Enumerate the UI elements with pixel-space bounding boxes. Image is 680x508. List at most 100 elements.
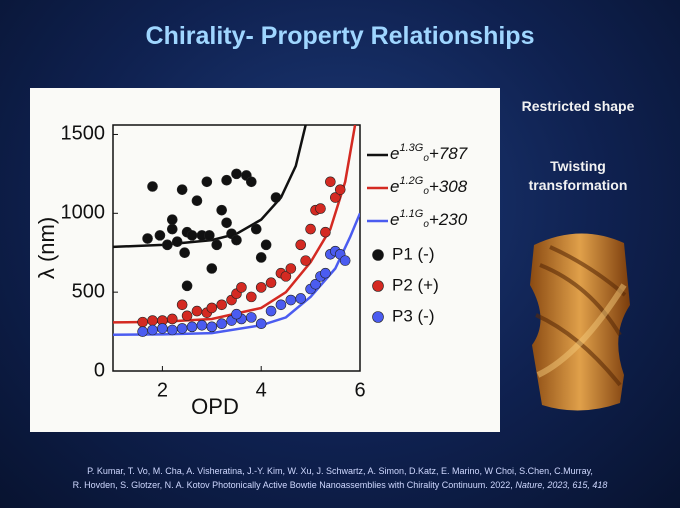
point <box>171 236 183 247</box>
point <box>285 294 297 306</box>
x-tick-label: 2 <box>157 379 168 401</box>
citation: R. Hovden, S. Glotzer, N. A. Kotov Photo… <box>0 480 680 490</box>
point <box>206 302 218 314</box>
plot-area <box>113 125 360 337</box>
point <box>221 217 232 229</box>
point <box>211 239 223 251</box>
point <box>166 313 178 325</box>
pastry-image <box>530 233 630 411</box>
legend-label-part: o <box>423 186 429 197</box>
point <box>300 255 311 266</box>
point <box>246 176 257 188</box>
point <box>147 181 158 192</box>
legend-label: e1.2Go+308 <box>390 175 468 197</box>
point <box>176 323 188 334</box>
point <box>320 267 331 279</box>
legend-label-part: +230 <box>429 210 468 229</box>
point <box>295 239 307 251</box>
x-tick-label: 6 <box>354 379 365 401</box>
point <box>191 195 203 206</box>
legend-label-part: +787 <box>429 144 468 163</box>
point <box>157 323 168 334</box>
point <box>325 176 336 188</box>
y-tick-label: 1000 <box>61 202 106 224</box>
point <box>265 305 277 317</box>
y-tick-label: 1500 <box>61 123 106 145</box>
point <box>295 293 307 304</box>
point <box>204 230 215 241</box>
point <box>231 308 242 320</box>
point <box>246 291 257 303</box>
y-tick-label: 500 <box>72 280 105 302</box>
point <box>181 310 193 322</box>
point <box>315 203 326 214</box>
point <box>137 316 148 328</box>
point <box>280 271 292 282</box>
legend-label-part: o <box>423 219 429 230</box>
point <box>137 326 148 337</box>
citation: Nature, 2023, 615, 418 <box>515 480 608 490</box>
point <box>154 230 166 241</box>
point <box>147 324 158 336</box>
point <box>216 204 227 216</box>
point <box>162 239 173 251</box>
point <box>329 192 341 203</box>
point <box>176 184 188 195</box>
point <box>310 278 321 290</box>
point <box>250 223 262 235</box>
legend-label: P2 (+) <box>392 275 439 294</box>
point <box>255 252 267 263</box>
y-tick-label: 0 <box>94 359 105 381</box>
point <box>246 312 257 323</box>
plot-frame <box>112 124 361 372</box>
citation: P. Kumar, T. Vo, M. Cha, A. Visheratina,… <box>87 466 593 476</box>
point <box>275 299 287 311</box>
point <box>201 176 213 188</box>
point <box>186 230 198 241</box>
point <box>216 299 227 311</box>
point <box>255 282 267 293</box>
point <box>206 321 218 333</box>
point <box>196 319 208 331</box>
side-note: Twisting transformation <box>528 158 628 193</box>
y-axis-label: λ (nm) <box>34 217 59 279</box>
x-tick-label: 4 <box>256 379 267 401</box>
point <box>179 247 190 259</box>
legend-marker <box>372 249 384 261</box>
legend-marker <box>372 280 384 292</box>
point <box>221 174 232 186</box>
point <box>231 168 242 180</box>
point <box>339 255 351 266</box>
slide-title: Chirality- Property Relationships <box>145 22 535 50</box>
point <box>270 192 282 203</box>
point <box>176 299 188 311</box>
point <box>147 315 158 326</box>
point <box>320 226 331 238</box>
point <box>231 234 242 246</box>
legend-label: P3 (-) <box>392 306 435 325</box>
point <box>166 214 178 225</box>
point <box>216 318 227 329</box>
legend-label-part: e <box>390 144 399 163</box>
legend-label: e1.1Go+230 <box>390 208 468 230</box>
side-note: Restricted shape <box>521 98 635 114</box>
legend-label-part: 1.3G <box>399 142 423 154</box>
citation: R. Hovden, S. Glotzer, N. A. Kotov Photo… <box>72 480 513 490</box>
legend-marker <box>372 311 384 323</box>
legend-label-part: e <box>390 177 399 196</box>
point <box>186 321 198 333</box>
legend-label: P1 (-) <box>392 244 435 263</box>
legend-label-part: 1.1G <box>399 208 423 220</box>
point <box>166 324 178 336</box>
point <box>142 233 153 244</box>
point <box>260 239 272 251</box>
legend-label-part: 1.2G <box>399 175 423 187</box>
legend-label-part: e <box>390 210 399 229</box>
x-axis-label: OPD <box>191 394 239 419</box>
legend-label-part: o <box>423 153 429 164</box>
point <box>305 223 316 235</box>
point <box>166 223 178 235</box>
point <box>255 318 267 329</box>
